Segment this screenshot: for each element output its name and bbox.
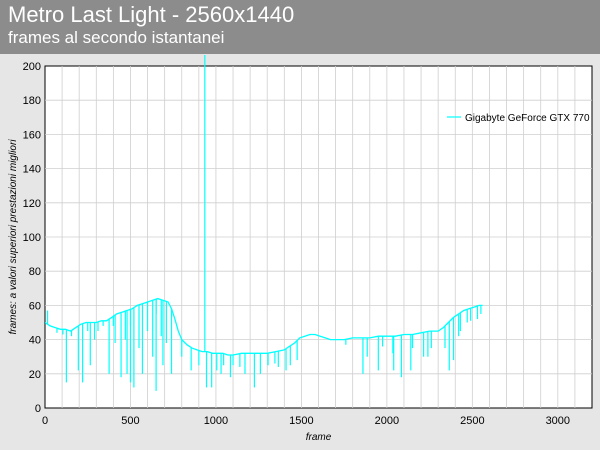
y-tick-label: 200 [23,61,41,73]
y-tick-label: 0 [35,403,41,415]
chart-title: Metro Last Light - 2560x1440 [8,2,295,27]
y-tick-label: 180 [23,95,41,107]
x-tick-label: 500 [121,415,139,427]
y-tick-label: 20 [29,369,41,381]
y-tick-label: 100 [23,232,41,244]
y-tick-label: 40 [29,335,41,347]
grid-lines [45,66,592,408]
y-tick-label: 140 [23,164,41,176]
y-tick-label: 120 [23,198,41,210]
y-tick-label: 60 [29,300,41,312]
legend: Gigabyte GeForce GTX 770 [447,113,590,124]
y-axis-label: frames: a valori superiori prestazioni m… [8,139,19,335]
chart-subtitle: frames al secondo istantanei [8,28,225,47]
legend-entry: Gigabyte GeForce GTX 770 [465,113,590,124]
tick-labels: 0 500 1000 1500 2000 2500 3000 0 20 40 60 80 100 120 1… [23,61,570,427]
y-tick-label: 80 [29,266,41,278]
x-tick-label: 1000 [204,415,228,427]
x-axis-label: frame [306,432,332,443]
y-tick-label: 160 [23,129,41,141]
x-tick-label: 0 [42,415,48,427]
x-tick-label: 2500 [460,415,484,427]
x-tick-label: 3000 [546,415,570,427]
series-group [45,55,483,391]
chart-header: Metro Last Light - 2560x1440 frames al s… [0,0,600,54]
x-tick-label: 2000 [375,415,399,427]
x-tick-label: 1500 [289,415,313,427]
